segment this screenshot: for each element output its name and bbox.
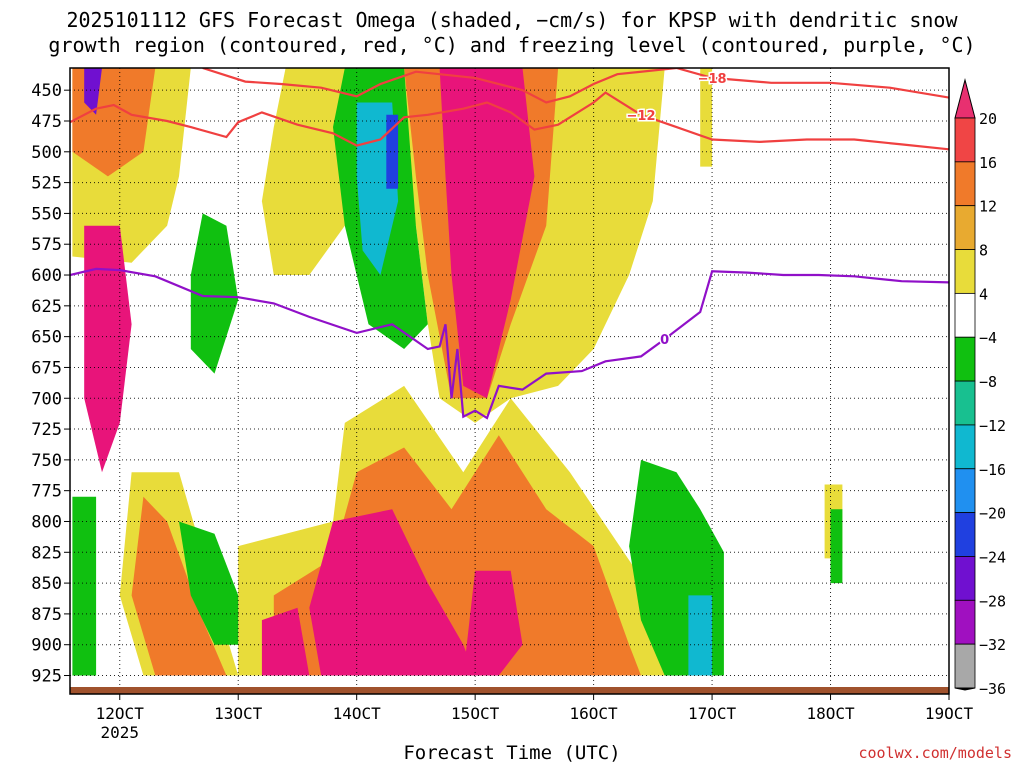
y-tick-label: 725 — [31, 420, 62, 440]
colorbar-top-arrow — [954, 78, 976, 119]
colorbar-label: −16 — [979, 461, 1006, 479]
contour-lines: −18 −12 0 — [70, 68, 949, 420]
contour-label: −12 — [627, 109, 656, 124]
x-tick-label: 13OCT — [214, 704, 263, 723]
omega-shading — [72, 68, 843, 676]
colorbar-swatch — [954, 512, 976, 557]
y-tick-label: 875 — [31, 605, 62, 625]
contour-line-2 — [70, 267, 949, 420]
y-tick-label: 675 — [31, 358, 62, 378]
colorbar-label: 12 — [979, 198, 997, 216]
colorbar-label: −32 — [979, 636, 1006, 654]
colorbar-label: −36 — [979, 680, 1006, 698]
y-tick-label: 550 — [31, 204, 62, 224]
site-credit: coolwx.com/models — [858, 744, 1012, 762]
omega-region-15 — [261, 607, 310, 676]
omega-region-12 — [439, 68, 535, 399]
y-tick-label: 750 — [31, 451, 62, 471]
y-tick-label: 600 — [31, 266, 62, 286]
colorbar-swatch — [954, 599, 976, 645]
colorbar-swatch — [954, 424, 976, 470]
colorbar-label: 16 — [979, 154, 997, 172]
y-tick-label: 450 — [31, 81, 62, 101]
y-tick-label: 475 — [31, 112, 62, 132]
colorbar-label: 20 — [979, 110, 997, 128]
colorbar-label: 8 — [979, 242, 988, 260]
y-tick-label: 700 — [31, 389, 62, 409]
x-tick-label: 18OCT — [806, 704, 855, 723]
y-tick-label: 525 — [31, 174, 62, 194]
colorbar-swatch — [954, 249, 976, 294]
colorbar-swatch — [954, 117, 976, 163]
colorbar-label: 4 — [979, 285, 988, 303]
y-tick-label: 900 — [31, 636, 62, 656]
colorbar-label: −4 — [979, 329, 997, 347]
omega-region-11 — [84, 225, 132, 473]
colorbar-swatch — [954, 336, 976, 382]
x-tick-label: 17OCT — [688, 704, 737, 723]
contour-label: −18 — [698, 72, 727, 87]
colorbar-bottom-arrow — [954, 687, 976, 691]
contour-label: 0 — [660, 333, 669, 348]
y-tick-label: 825 — [31, 543, 62, 563]
colorbar-label: −12 — [979, 417, 1006, 435]
x-tick-label: 15OCT — [451, 704, 500, 723]
omega-region-23 — [688, 595, 713, 676]
omega-region-24 — [386, 114, 399, 189]
colorbar-swatch — [954, 380, 976, 426]
colorbar-swatch — [954, 468, 976, 514]
y-tick-label: 775 — [31, 482, 62, 502]
x-tick-label: 16OCT — [570, 704, 619, 723]
y-tick-label: 850 — [31, 574, 62, 594]
x-tick-year: 2025 — [100, 723, 139, 742]
colorbar-label: −8 — [979, 373, 997, 391]
colorbar-swatch — [954, 161, 976, 207]
y-tick-label: 800 — [31, 512, 62, 532]
omega-region-13 — [309, 509, 476, 676]
contour-line-0 — [202, 68, 949, 104]
omega-region-8 — [131, 496, 227, 676]
colorbar-swatch — [954, 205, 976, 250]
omega-region-21 — [72, 496, 97, 676]
y-tick-label: 625 — [31, 297, 62, 317]
y-tick-label: 575 — [31, 235, 62, 255]
colorbar-swatch — [954, 292, 976, 338]
x-tick-label: 12OCT — [96, 704, 145, 723]
y-axis: 450 475 500 525 550 575 600 625 650 675 700 725 750 7… — [31, 81, 70, 687]
colorbar-swatch — [954, 643, 976, 689]
omega-region-25 — [84, 68, 102, 115]
colorbar-label: −24 — [979, 548, 1006, 566]
chart-title-line-2: growth region (contoured, red, °C) and f… — [48, 33, 976, 57]
colorbar-label: −28 — [979, 592, 1006, 610]
colorbar-label: −20 — [979, 505, 1006, 523]
omega-region-14 — [463, 570, 523, 676]
y-tick-label: 650 — [31, 328, 62, 348]
plot-frame — [69, 67, 950, 695]
colorbar: 20 16 12 8 4 −4 −8 −12 −16 −20 −24 −28 −32 −36 — [954, 78, 1006, 698]
chart-title-line-1: 2025101112 GFS Forecast Omega (shaded, −… — [66, 8, 958, 32]
omega-region-18 — [179, 521, 239, 645]
x-axis-title: Forecast Time (UTC) — [403, 742, 621, 764]
x-tick-label: 14OCT — [333, 704, 382, 723]
y-tick-label: 925 — [31, 667, 62, 687]
colorbar-swatch — [954, 556, 976, 601]
y-tick-label: 500 — [31, 143, 62, 163]
omega-region-5 — [700, 68, 713, 167]
terrain-ground — [70, 687, 949, 694]
omega-region-17 — [190, 213, 239, 374]
x-tick-label: 19OCT — [925, 704, 974, 723]
contour-line-1 — [70, 91, 949, 151]
omega-region-20 — [830, 509, 843, 584]
